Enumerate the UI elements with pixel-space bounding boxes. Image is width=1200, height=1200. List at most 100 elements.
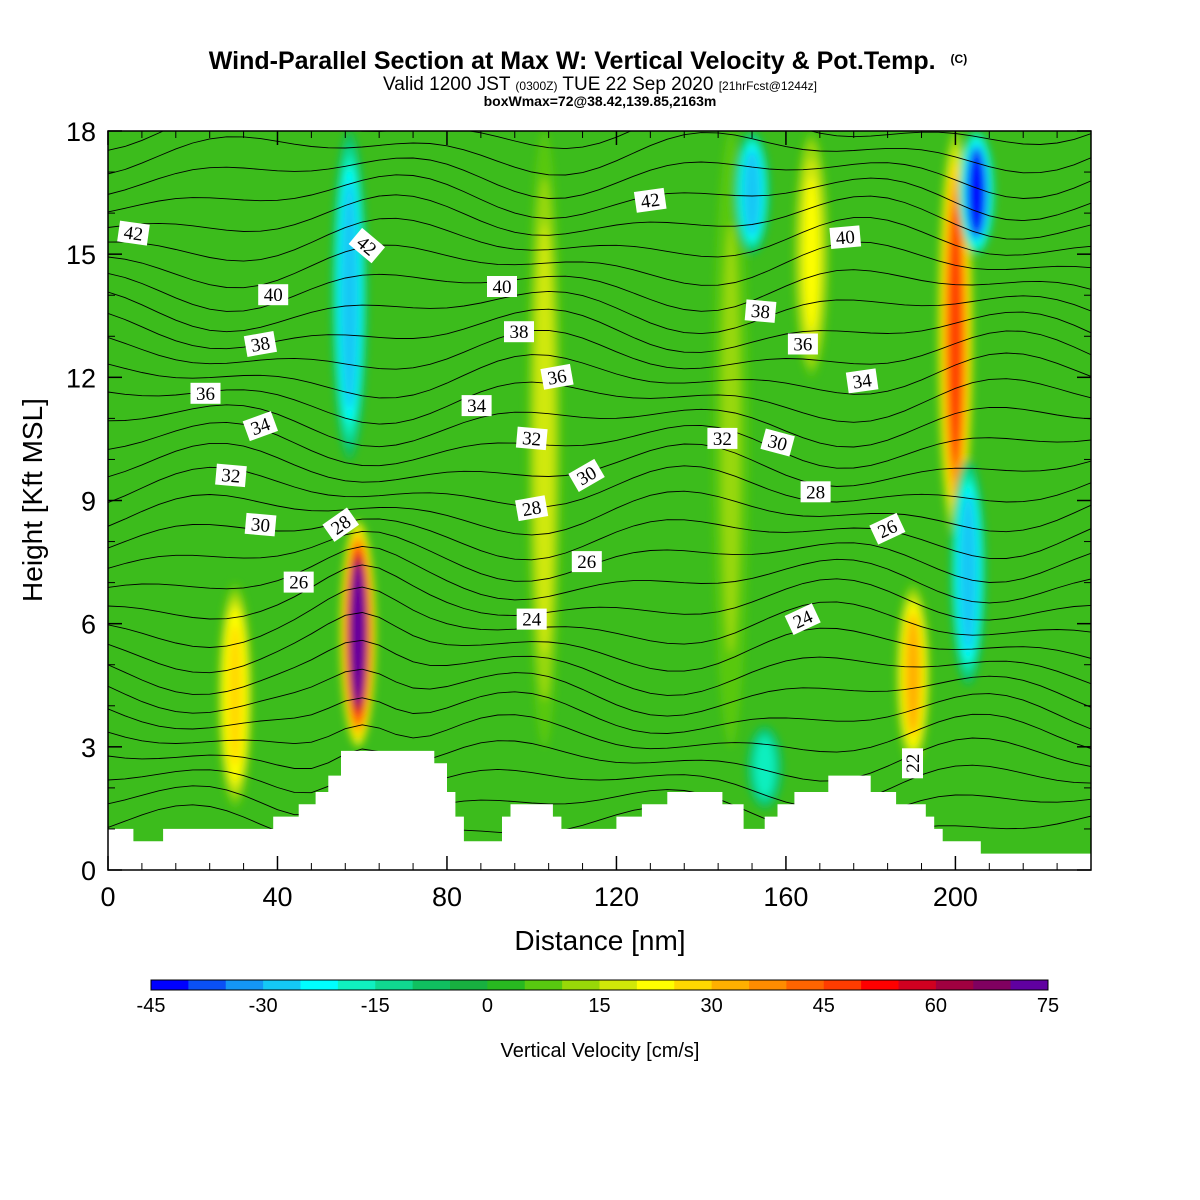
contour-label-box [540, 363, 574, 390]
contour-label: 28 [800, 481, 831, 503]
colorbar-tick-label: -45 [137, 995, 166, 1017]
contour-label: 32 [707, 427, 738, 450]
contour-label-box [117, 220, 150, 246]
colorbar-tick-label: 15 [588, 995, 610, 1017]
theta-contour-line [108, 174, 1091, 222]
colorbar-swatch [973, 980, 1012, 990]
contour-label: 32 [215, 463, 247, 488]
theta-contour-line [108, 404, 1091, 448]
contour-label-box [243, 331, 278, 357]
theta-contour-line [108, 131, 1091, 151]
contour-label: 38 [243, 331, 278, 357]
contour-label-text: 34 [851, 370, 873, 394]
contour-label-box [515, 495, 549, 522]
contour-label-text: 32 [220, 465, 241, 488]
colorbar-swatch [151, 980, 189, 990]
colorbar-swatch [674, 980, 713, 990]
contour-label-box [244, 512, 277, 537]
contour-label: 26 [283, 571, 314, 594]
updraft-cell [906, 617, 920, 733]
theta-contour-line [108, 737, 1091, 782]
contour-label-box [516, 608, 547, 630]
contour-label: 34 [242, 411, 279, 442]
contour-label-text: 28 [521, 497, 543, 521]
colorbar-label: Vertical Velocity [cm/s] [501, 1040, 700, 1062]
downdraft-cell [757, 741, 772, 794]
colorbar-swatch [300, 980, 339, 990]
theta-contour-line [108, 465, 1091, 508]
contour-label: 34 [845, 368, 879, 394]
contour-label-text: 38 [750, 301, 771, 324]
colorbar-tick-label: 0 [482, 995, 493, 1017]
colorbar-swatch [786, 980, 825, 990]
contour-label-text: 26 [289, 573, 308, 594]
colorbar-swatch [225, 980, 264, 990]
contour-label-text: 32 [713, 429, 732, 450]
contour-label: 42 [117, 220, 150, 246]
box-info: boxWmax=72@38.42,139.85,2163m [484, 93, 717, 109]
contour-label-box [571, 551, 602, 573]
contour-label: 40 [829, 225, 862, 250]
colorbar-frame [150, 979, 1049, 991]
contour-label-text: 42 [640, 190, 662, 213]
contour-label-text: 40 [835, 227, 856, 250]
x-tick-label: 200 [933, 882, 978, 912]
downdraft-cell [745, 154, 759, 232]
contour-label: 36 [540, 363, 574, 390]
y-tick-label: 3 [81, 733, 96, 763]
contour-label-box [787, 333, 818, 355]
theta-contour-line [108, 352, 1091, 399]
x-tick-label: 80 [432, 882, 462, 912]
colorbar-swatch [487, 980, 526, 990]
contour-label-text: 38 [249, 333, 271, 357]
theta-contour-line [108, 329, 1091, 370]
colorbar-swatch [562, 980, 600, 990]
contour-label-text: 28 [806, 482, 825, 503]
contour-label-box [568, 458, 605, 493]
theta-contour-line [108, 217, 1091, 262]
colorbar-tick-label: -15 [361, 995, 390, 1017]
theta-contour-line [108, 490, 1091, 536]
contour-label: 40 [258, 284, 289, 306]
contour-label-box [829, 225, 862, 249]
colorbar-swatch [861, 980, 899, 990]
colorbar-swatch [749, 980, 787, 990]
contour-label-box [215, 463, 247, 488]
contour-label: 36 [787, 333, 818, 356]
contour-label: 38 [504, 321, 534, 343]
contour-label-box [258, 284, 289, 306]
contour-label-text: 22 [903, 754, 924, 773]
colorbar-swatch [711, 980, 750, 990]
contour-label-text: 40 [493, 277, 512, 298]
contour-label: 36 [190, 382, 221, 405]
contour-label-text: 34 [467, 396, 487, 417]
theta-contour-line [108, 668, 1091, 717]
updraft-cell [228, 624, 242, 767]
contour-label-box [869, 512, 906, 545]
y-tick-label: 9 [81, 487, 96, 517]
colorbar-tick-label: -30 [249, 995, 278, 1017]
contour-label-box [784, 603, 821, 636]
contour-label: 24 [516, 608, 547, 631]
theta-contour-line [108, 764, 1091, 809]
colorbar-swatch [450, 980, 488, 990]
x-axis: 0 40 80 120 160 200 [100, 131, 1092, 912]
colorbar-swatch [375, 980, 414, 990]
contour-label-box [800, 481, 831, 503]
downdraft-cell [342, 192, 357, 398]
theta-contour-line [108, 378, 1091, 425]
colorbar-swatch [599, 980, 638, 990]
plot-background [108, 131, 1091, 870]
colorbar-swatch [412, 980, 451, 990]
downdraft-cell [961, 501, 975, 643]
x-axis-label: Distance [nm] [514, 925, 685, 956]
colorbar-tick-label: 45 [813, 995, 835, 1017]
terrain [108, 750, 1091, 870]
colorbar-swatch [524, 980, 563, 990]
theta-contour-line [108, 241, 1091, 289]
contour-label-box [760, 428, 795, 457]
contour-label-text: 36 [793, 335, 812, 356]
